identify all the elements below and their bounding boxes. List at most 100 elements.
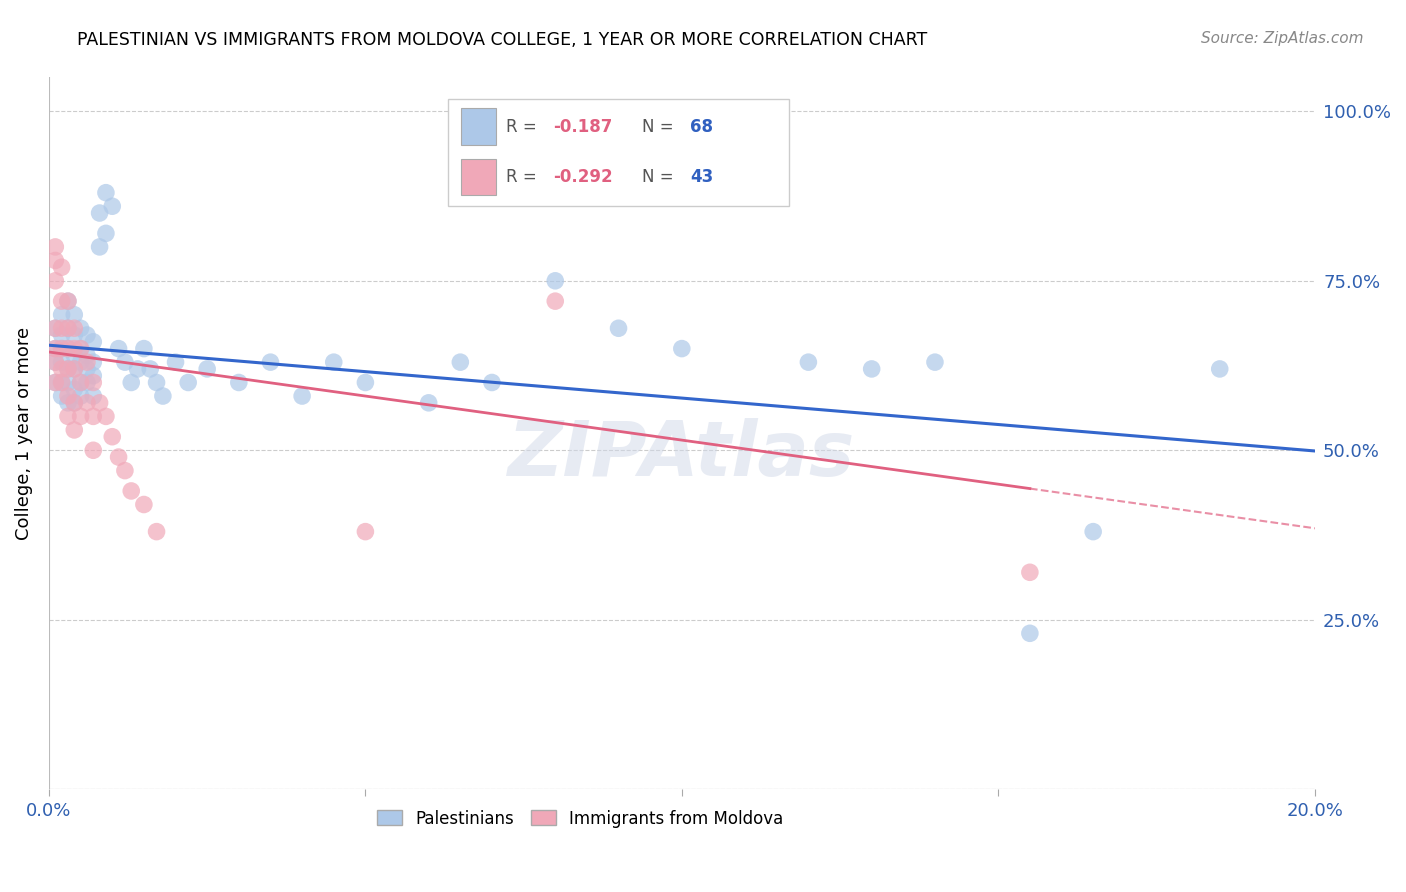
Point bbox=[51, 355, 73, 369]
Point bbox=[481, 376, 503, 390]
Y-axis label: College, 1 year or more: College, 1 year or more bbox=[15, 326, 32, 540]
Point bbox=[544, 294, 567, 309]
Point bbox=[44, 376, 66, 390]
Point bbox=[82, 355, 104, 369]
Point bbox=[607, 321, 630, 335]
Point bbox=[354, 376, 377, 390]
Point bbox=[165, 355, 187, 369]
Point bbox=[228, 376, 250, 390]
Point bbox=[56, 294, 79, 309]
Point bbox=[132, 498, 155, 512]
Text: Source: ZipAtlas.com: Source: ZipAtlas.com bbox=[1201, 31, 1364, 46]
Point bbox=[177, 376, 200, 390]
Point bbox=[1018, 626, 1040, 640]
Point bbox=[354, 524, 377, 539]
Point bbox=[1083, 524, 1105, 539]
Point bbox=[82, 409, 104, 424]
Point bbox=[82, 443, 104, 458]
Point bbox=[63, 382, 86, 396]
Point bbox=[63, 362, 86, 376]
Point bbox=[291, 389, 314, 403]
Point bbox=[44, 376, 66, 390]
Point bbox=[56, 294, 79, 309]
Point bbox=[44, 274, 66, 288]
Point bbox=[51, 376, 73, 390]
Point bbox=[51, 376, 73, 390]
Point bbox=[107, 342, 129, 356]
Legend: Palestinians, Immigrants from Moldova: Palestinians, Immigrants from Moldova bbox=[371, 803, 790, 834]
Point bbox=[1018, 566, 1040, 580]
Point bbox=[56, 376, 79, 390]
Point bbox=[69, 321, 91, 335]
Text: PALESTINIAN VS IMMIGRANTS FROM MOLDOVA COLLEGE, 1 YEAR OR MORE CORRELATION CHART: PALESTINIAN VS IMMIGRANTS FROM MOLDOVA C… bbox=[77, 31, 928, 49]
Point bbox=[69, 376, 91, 390]
Point bbox=[101, 430, 124, 444]
Point bbox=[51, 342, 73, 356]
Point bbox=[76, 328, 98, 343]
Point bbox=[1209, 362, 1232, 376]
Point bbox=[544, 274, 567, 288]
Point bbox=[56, 389, 79, 403]
Point bbox=[44, 342, 66, 356]
Point bbox=[94, 186, 117, 200]
Point bbox=[51, 308, 73, 322]
Point bbox=[69, 355, 91, 369]
Point bbox=[322, 355, 344, 369]
Point bbox=[69, 376, 91, 390]
Point bbox=[56, 342, 79, 356]
Point bbox=[63, 328, 86, 343]
Point bbox=[44, 321, 66, 335]
Point bbox=[860, 362, 883, 376]
Point bbox=[51, 321, 73, 335]
Point bbox=[63, 321, 86, 335]
Point bbox=[63, 423, 86, 437]
Point bbox=[449, 355, 471, 369]
Point bbox=[89, 206, 111, 220]
Point bbox=[145, 376, 167, 390]
Point bbox=[76, 355, 98, 369]
Point bbox=[56, 396, 79, 410]
Point bbox=[120, 483, 142, 498]
Point bbox=[76, 348, 98, 362]
Point bbox=[44, 240, 66, 254]
Point bbox=[120, 376, 142, 390]
Point bbox=[56, 321, 79, 335]
Point bbox=[82, 389, 104, 403]
Point bbox=[51, 260, 73, 275]
Point bbox=[63, 308, 86, 322]
Point bbox=[76, 362, 98, 376]
Point bbox=[114, 355, 136, 369]
Point bbox=[82, 334, 104, 349]
Point bbox=[63, 348, 86, 362]
Point bbox=[69, 342, 91, 356]
Point bbox=[51, 328, 73, 343]
Point bbox=[56, 409, 79, 424]
Point bbox=[56, 321, 79, 335]
Point bbox=[51, 389, 73, 403]
Point bbox=[82, 368, 104, 383]
Point bbox=[89, 240, 111, 254]
Point bbox=[63, 396, 86, 410]
Point bbox=[69, 409, 91, 424]
Point bbox=[63, 342, 86, 356]
Point bbox=[924, 355, 946, 369]
Point bbox=[152, 389, 174, 403]
Point bbox=[63, 362, 86, 376]
Point bbox=[51, 362, 73, 376]
Point bbox=[56, 362, 79, 376]
Point bbox=[797, 355, 820, 369]
Point bbox=[44, 253, 66, 268]
Point bbox=[94, 409, 117, 424]
Point bbox=[418, 396, 440, 410]
Point bbox=[195, 362, 218, 376]
Point bbox=[139, 362, 162, 376]
Point bbox=[82, 376, 104, 390]
Point bbox=[69, 342, 91, 356]
Point bbox=[44, 321, 66, 335]
Point bbox=[51, 294, 73, 309]
Point bbox=[671, 342, 693, 356]
Point bbox=[76, 396, 98, 410]
Point bbox=[44, 342, 66, 356]
Point bbox=[127, 362, 149, 376]
Point bbox=[51, 342, 73, 356]
